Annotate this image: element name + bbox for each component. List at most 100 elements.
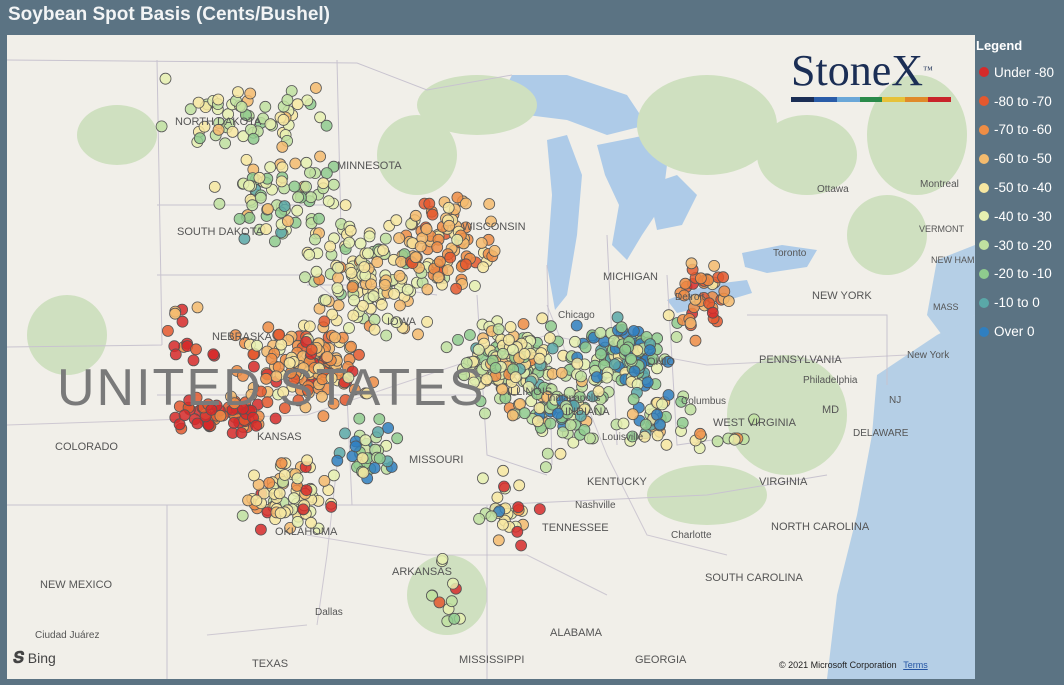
basis-point[interactable] [401, 283, 414, 296]
basis-point[interactable] [380, 329, 393, 342]
basis-point[interactable] [644, 344, 656, 357]
basis-point[interactable] [303, 320, 316, 333]
basis-point[interactable] [240, 154, 253, 166]
basis-point[interactable] [339, 199, 352, 212]
basis-point[interactable] [362, 247, 374, 260]
basis-point[interactable] [291, 472, 304, 485]
basis-point[interactable] [317, 410, 330, 423]
basis-point[interactable] [192, 96, 205, 109]
basis-point[interactable] [259, 100, 272, 113]
basis-point[interactable] [533, 503, 546, 516]
basis-point[interactable] [426, 208, 439, 221]
basis-point[interactable] [344, 224, 357, 237]
basis-point[interactable] [477, 261, 490, 274]
basis-point[interactable] [533, 402, 546, 415]
basis-point[interactable] [564, 419, 577, 432]
basis-point[interactable] [299, 401, 312, 414]
basis-point[interactable] [728, 433, 741, 446]
basis-point[interactable] [450, 282, 463, 295]
basis-point[interactable] [261, 203, 274, 215]
basis-point[interactable] [288, 492, 300, 505]
basis-point[interactable] [300, 180, 312, 193]
basis-point[interactable] [448, 612, 461, 625]
basis-point[interactable] [205, 403, 218, 416]
legend-item[interactable]: -20 to -10 [976, 260, 1062, 289]
legend-item[interactable]: -60 to -50 [976, 144, 1062, 173]
basis-point[interactable] [198, 120, 211, 133]
basis-point[interactable] [312, 362, 325, 375]
basis-point[interactable] [207, 348, 220, 361]
basis-point[interactable] [592, 385, 605, 398]
basis-point[interactable] [326, 308, 339, 321]
basis-point[interactable] [518, 407, 531, 420]
basis-point[interactable] [227, 416, 240, 429]
basis-point[interactable] [359, 434, 372, 447]
basis-point[interactable] [627, 325, 640, 337]
basis-point[interactable] [678, 289, 691, 302]
basis-point[interactable] [483, 198, 496, 210]
basis-point[interactable] [689, 293, 702, 306]
basis-point[interactable] [228, 397, 241, 410]
basis-point[interactable] [626, 430, 639, 443]
basis-point[interactable] [354, 237, 367, 250]
basis-point[interactable] [342, 371, 355, 384]
basis-point[interactable] [265, 352, 278, 365]
basis-point[interactable] [379, 279, 391, 291]
basis-point[interactable] [325, 500, 338, 513]
basis-point[interactable] [291, 204, 304, 217]
basis-point[interactable] [365, 278, 378, 291]
basis-point[interactable] [627, 393, 640, 406]
basis-point[interactable] [322, 195, 335, 208]
basis-point[interactable] [492, 534, 505, 547]
basis-point[interactable] [584, 432, 596, 445]
basis-point[interactable] [382, 422, 395, 434]
basis-point[interactable] [425, 589, 438, 602]
basis-point[interactable] [250, 494, 263, 507]
basis-point[interactable] [263, 476, 276, 489]
basis-point[interactable] [467, 376, 480, 389]
basis-point[interactable] [301, 454, 314, 467]
basis-point[interactable] [176, 315, 189, 328]
basis-point[interactable] [324, 240, 337, 253]
basis-point[interactable] [625, 352, 637, 365]
basis-point[interactable] [373, 413, 386, 426]
basis-point[interactable] [595, 348, 607, 361]
basis-point[interactable] [626, 408, 639, 421]
basis-point[interactable] [472, 343, 485, 356]
basis-point[interactable] [254, 385, 267, 398]
legend-item[interactable]: -30 to -20 [976, 231, 1062, 260]
basis-point[interactable] [541, 447, 554, 460]
basis-point[interactable] [314, 150, 327, 163]
basis-point[interactable] [578, 424, 591, 436]
basis-point[interactable] [409, 251, 422, 264]
basis-point[interactable] [651, 429, 664, 442]
basis-point[interactable] [458, 369, 471, 382]
basis-point[interactable] [300, 484, 313, 497]
basis-point[interactable] [214, 409, 227, 422]
basis-point[interactable] [278, 402, 291, 415]
basis-point[interactable] [277, 114, 290, 126]
basis-point[interactable] [356, 299, 369, 312]
basis-point[interactable] [301, 384, 314, 397]
basis-point[interactable] [431, 241, 444, 254]
basis-point[interactable] [235, 101, 248, 113]
basis-point[interactable] [517, 318, 530, 330]
basis-point[interactable] [414, 240, 427, 253]
basis-point[interactable] [327, 178, 340, 191]
basis-point[interactable] [247, 132, 260, 145]
basis-point[interactable] [268, 235, 281, 248]
basis-point[interactable] [432, 271, 445, 284]
basis-point[interactable] [264, 118, 277, 131]
basis-point[interactable] [545, 320, 557, 333]
basis-point[interactable] [191, 301, 204, 314]
basis-point[interactable] [281, 94, 294, 106]
basis-point[interactable] [320, 119, 333, 132]
basis-point[interactable] [421, 315, 434, 328]
basis-point[interactable] [232, 86, 244, 98]
basis-point[interactable] [299, 271, 311, 284]
legend-item[interactable]: -40 to -30 [976, 202, 1062, 231]
basis-point[interactable] [420, 223, 433, 235]
basis-point[interactable] [283, 357, 296, 370]
basis-point[interactable] [393, 269, 406, 282]
basis-point[interactable] [641, 376, 654, 389]
